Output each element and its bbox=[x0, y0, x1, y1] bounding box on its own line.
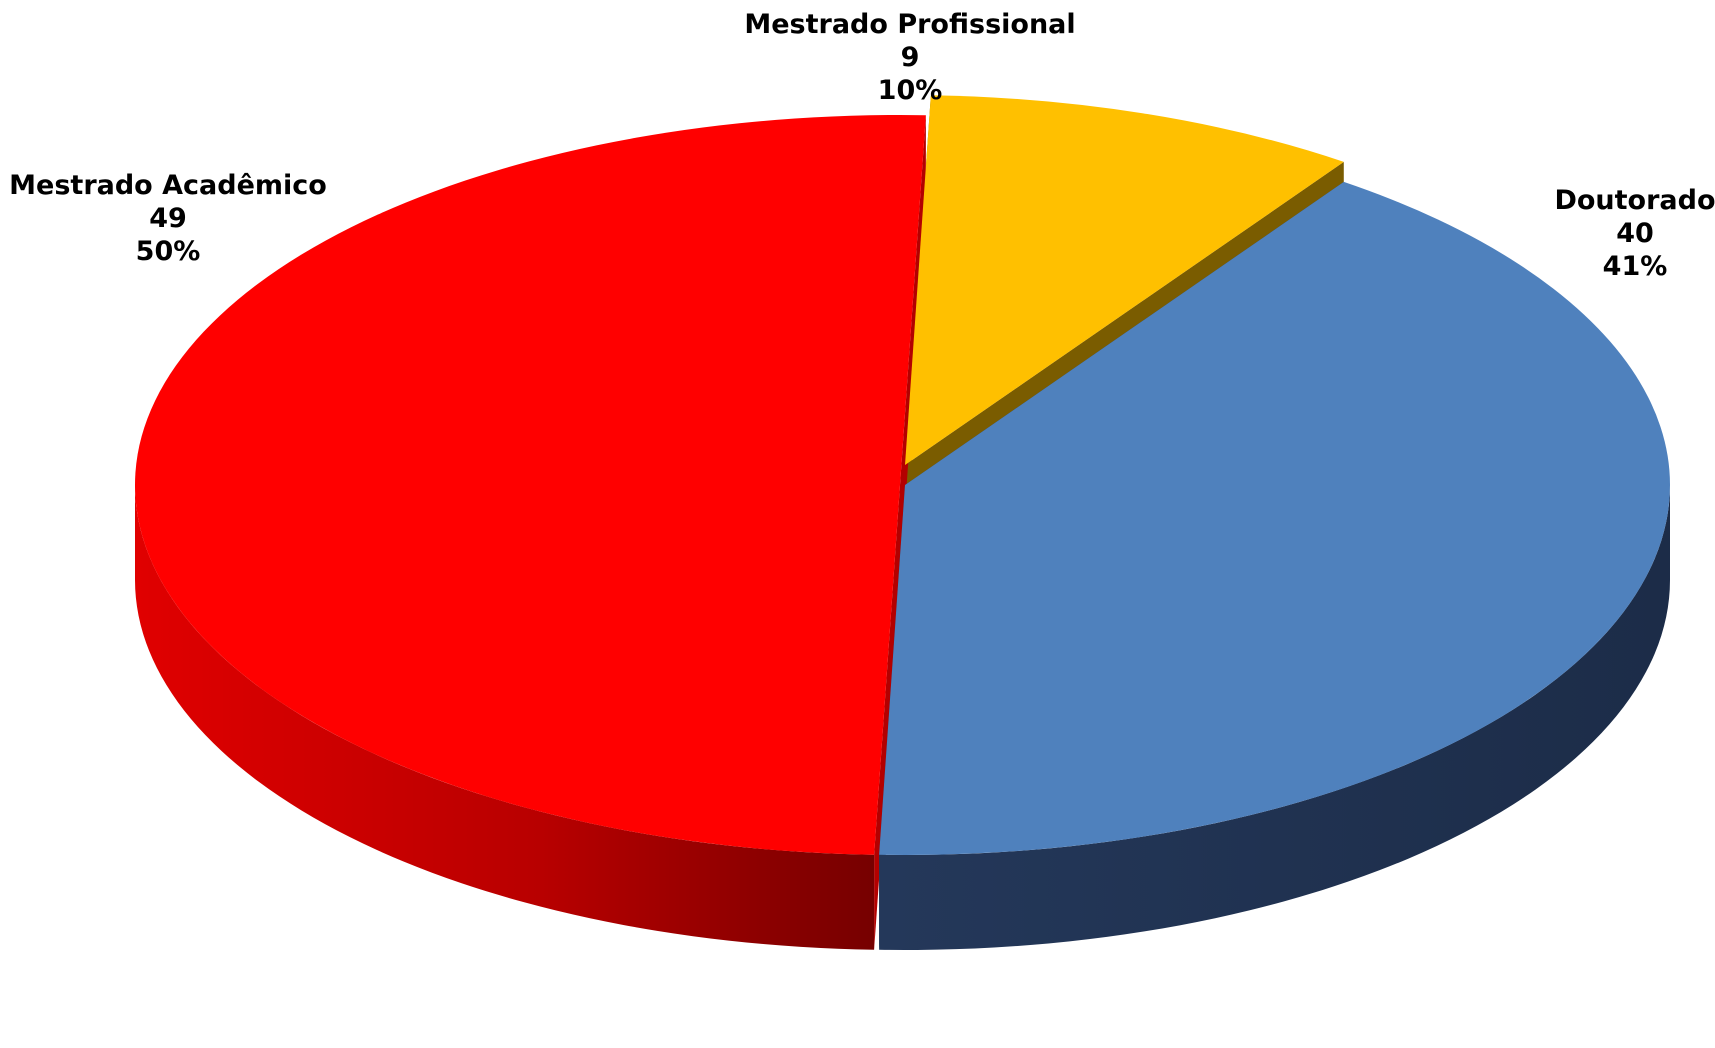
label-doutorado: Doutorado 40 41% bbox=[1554, 185, 1715, 282]
label-mestrado-academico-value: 49 bbox=[149, 203, 187, 234]
label-mestrado-academico: Mestrado Acadêmico 49 50% bbox=[9, 170, 327, 267]
slice-top-mestrado-academico bbox=[135, 114, 926, 855]
slice-top-doutorado bbox=[879, 181, 1670, 856]
label-mestrado-profissional-value: 9 bbox=[901, 42, 920, 73]
label-mestrado-profissional-percent: 10% bbox=[878, 75, 943, 106]
label-mestrado-academico-percent: 50% bbox=[136, 236, 201, 267]
label-doutorado-value: 40 bbox=[1616, 218, 1654, 249]
slice-top-mestrado-profissional bbox=[905, 95, 1344, 466]
label-doutorado-percent: 41% bbox=[1603, 251, 1668, 282]
label-mestrado-academico-name: Mestrado Acadêmico bbox=[9, 170, 327, 201]
slice-face-mestrado-academico-0 bbox=[874, 485, 900, 950]
slice-side-doutorado bbox=[879, 485, 1670, 951]
label-mestrado-profissional-name: Mestrado Profissional bbox=[744, 9, 1075, 40]
pie-tops bbox=[135, 95, 1670, 856]
label-doutorado-name: Doutorado bbox=[1554, 185, 1715, 216]
slice-side-mestrado-academico bbox=[135, 485, 875, 950]
label-mestrado-profissional: Mestrado Profissional 9 10% bbox=[744, 9, 1075, 106]
